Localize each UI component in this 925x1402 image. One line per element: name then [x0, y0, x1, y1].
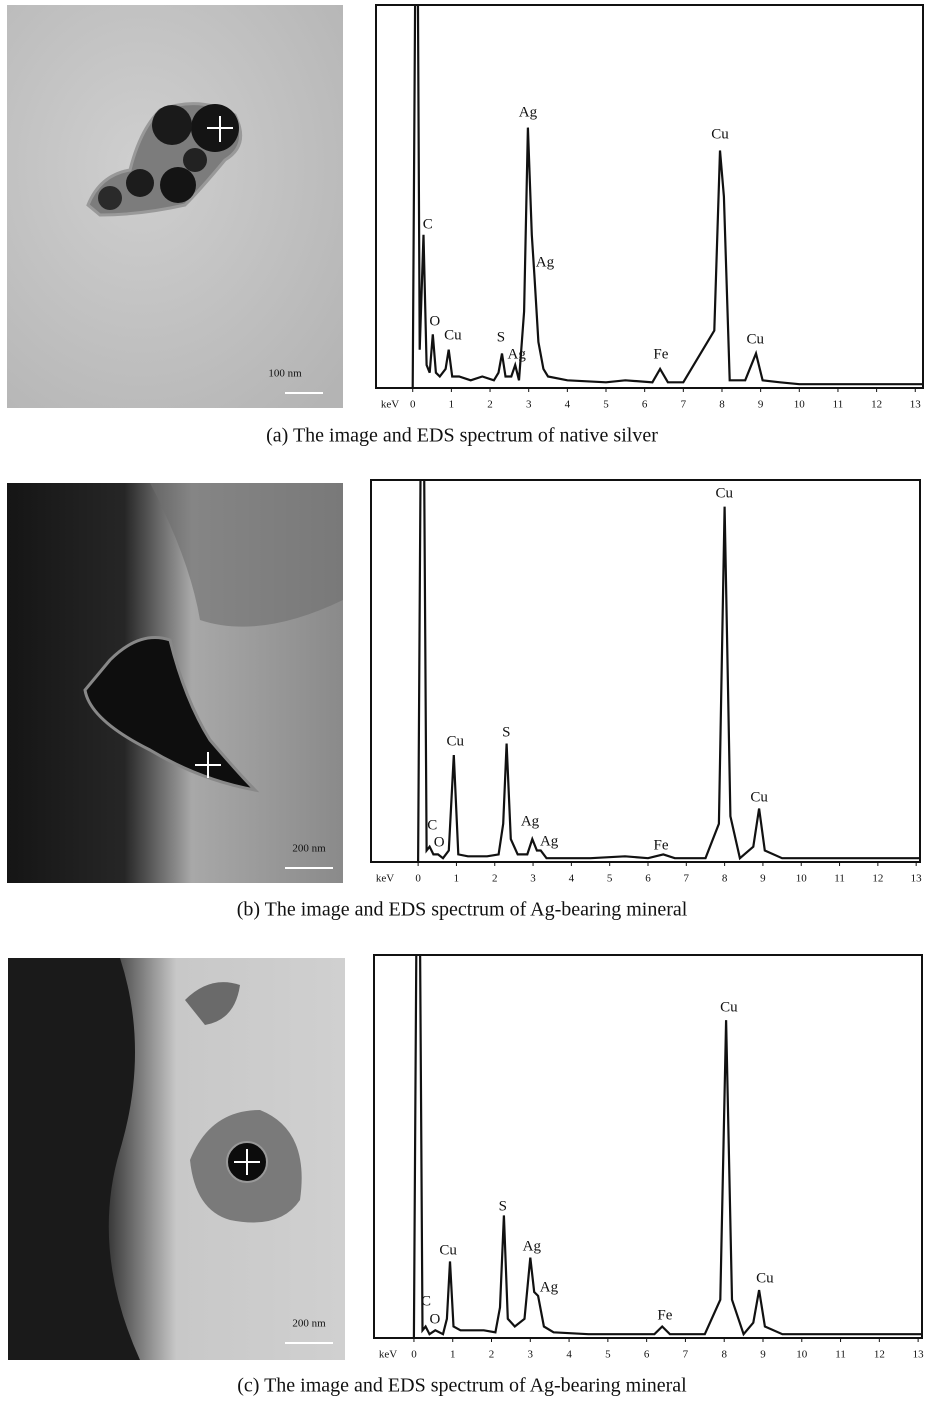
- scale-label: 100 nm: [268, 368, 302, 380]
- x-tick-label: 3: [530, 873, 536, 885]
- peak-label: Cu: [756, 1270, 774, 1286]
- peak-label: C: [423, 216, 433, 232]
- caption: (b) The image and EDS spectrum of Ag-bea…: [237, 899, 688, 921]
- peak-label: Fe: [657, 1308, 672, 1324]
- x-tick-label: 4: [565, 399, 571, 411]
- x-tick-label: 8: [722, 873, 728, 885]
- peak-label: S: [502, 724, 510, 740]
- x-tick-label: 6: [642, 399, 648, 411]
- x-tick-label: 0: [415, 873, 421, 885]
- peak-label: O: [434, 834, 445, 850]
- x-tick-label: 1: [449, 399, 455, 411]
- peak-label: Cu: [711, 127, 729, 143]
- x-tick-label: 10: [796, 1349, 808, 1361]
- x-tick-label: 2: [489, 1349, 495, 1361]
- x-axis-label: keV: [376, 873, 394, 885]
- x-tick-label: 11: [834, 873, 845, 885]
- x-tick-label: 9: [760, 873, 766, 885]
- peak-label: S: [497, 330, 505, 346]
- spectrum-line: [417, 480, 920, 862]
- peak-label: O: [429, 1311, 440, 1327]
- x-tick-label: 8: [719, 399, 725, 411]
- peak-label: Cu: [746, 332, 764, 348]
- x-tick-label: 3: [526, 399, 532, 411]
- x-tick-label: 7: [681, 399, 687, 411]
- plot-frame: [370, 479, 921, 863]
- peak-label: Ag: [536, 255, 555, 271]
- x-tick-label: 5: [603, 399, 609, 411]
- x-tick-label: 1: [450, 1349, 456, 1361]
- peak-label: Cu: [447, 733, 465, 749]
- peak-label: O: [429, 314, 440, 330]
- peak-label: Ag: [521, 813, 540, 829]
- scale-label: 200 nm: [292, 843, 326, 855]
- x-tick-label: 7: [684, 873, 690, 885]
- x-tick-label: 11: [833, 399, 844, 411]
- x-tick-label: 8: [721, 1349, 727, 1361]
- x-tick-label: 0: [410, 399, 416, 411]
- peak-label: Fe: [654, 837, 669, 853]
- plot-frame: [373, 954, 923, 1339]
- scale-label: 200 nm: [292, 1318, 326, 1330]
- x-tick-label: 4: [566, 1349, 572, 1361]
- x-tick-label: 5: [605, 1349, 611, 1361]
- tem-image: [7, 483, 343, 883]
- x-tick-label: 10: [796, 873, 808, 885]
- peak-label: Cu: [720, 999, 738, 1015]
- caption: (a) The image and EDS spectrum of native…: [266, 425, 658, 447]
- plot-frame: [375, 4, 924, 389]
- tem-image: [8, 958, 345, 1360]
- tem-image: [7, 5, 343, 408]
- peak-label: Ag: [540, 834, 559, 850]
- caption: (c) The image and EDS spectrum of Ag-bea…: [237, 1375, 687, 1397]
- peak-label: S: [499, 1198, 507, 1214]
- x-tick-label: 12: [871, 399, 882, 411]
- x-tick-label: 12: [874, 1349, 885, 1361]
- x-tick-label: 9: [758, 399, 764, 411]
- peak-label: Ag: [540, 1279, 559, 1295]
- peak-label: Cu: [439, 1242, 457, 1258]
- x-tick-label: 2: [492, 873, 498, 885]
- x-tick-label: 6: [645, 873, 651, 885]
- x-tick-label: 0: [411, 1349, 417, 1361]
- x-tick-label: 10: [794, 399, 806, 411]
- x-tick-label: 12: [872, 873, 883, 885]
- x-tick-label: 7: [683, 1349, 689, 1361]
- x-tick-label: 11: [835, 1349, 846, 1361]
- peak-label: Ag: [519, 104, 538, 120]
- x-tick-label: 2: [487, 399, 493, 411]
- peak-label: C: [427, 818, 437, 834]
- x-tick-label: 13: [913, 1349, 925, 1361]
- x-axis-label: keV: [381, 399, 399, 411]
- x-tick-label: 13: [910, 399, 922, 411]
- x-tick-label: 5: [607, 873, 613, 885]
- x-axis-label: keV: [379, 1349, 397, 1361]
- peak-label: Ag: [508, 346, 527, 362]
- x-tick-label: 9: [760, 1349, 766, 1361]
- x-tick-label: 13: [911, 873, 923, 885]
- spectrum-line: [411, 5, 923, 388]
- peak-label: Fe: [653, 346, 668, 362]
- peak-label: Cu: [715, 486, 733, 502]
- peak-label: Cu: [444, 327, 462, 343]
- peak-label: C: [421, 1293, 431, 1309]
- peak-label: Cu: [750, 789, 768, 805]
- peak-label: Ag: [523, 1238, 542, 1254]
- x-tick-label: 1: [454, 873, 460, 885]
- x-tick-label: 4: [569, 873, 575, 885]
- x-tick-label: 6: [644, 1349, 650, 1361]
- spectrum-line: [412, 955, 922, 1338]
- x-tick-label: 3: [528, 1349, 534, 1361]
